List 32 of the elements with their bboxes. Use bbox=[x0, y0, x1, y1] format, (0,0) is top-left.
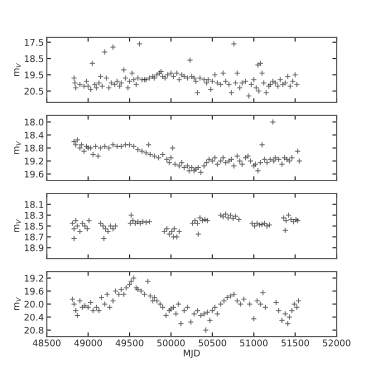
y-axis-title: m$_{V}$ bbox=[14, 141, 21, 154]
y-tick-label: 20.5 bbox=[24, 88, 44, 95]
y-tick-label: 19.6 bbox=[24, 288, 44, 295]
x-tick-label: 49000 bbox=[74, 340, 102, 346]
y-tick-label: 18.3 bbox=[24, 212, 44, 219]
y-tick-label: 19.2 bbox=[24, 274, 44, 282]
x-tick-label: 50500 bbox=[198, 340, 226, 346]
x-tick-label: 49500 bbox=[116, 340, 144, 346]
y-tick-label: 18.8 bbox=[24, 144, 44, 152]
y-tick-label: 17.5 bbox=[24, 39, 44, 46]
x-tick-label: 50000 bbox=[157, 340, 185, 346]
x-axis-title: MJD bbox=[184, 350, 200, 358]
y-tick-label: 18.1 bbox=[24, 201, 44, 208]
y-tick-label: 19.5 bbox=[24, 72, 44, 78]
x-tick-label: 51500 bbox=[282, 340, 309, 346]
y-tick-label: 20.8 bbox=[24, 326, 44, 334]
y-tick-label: 18.4 bbox=[24, 132, 44, 139]
x-tick-label: 52000 bbox=[322, 340, 350, 346]
y-tick-label: 18.9 bbox=[24, 244, 44, 252]
x-tick-label: 48500 bbox=[32, 340, 61, 346]
x-tick-label: 51000 bbox=[240, 340, 268, 346]
y-tick-label: 18.5 bbox=[24, 55, 44, 62]
y-tick-label: 19.6 bbox=[24, 170, 44, 178]
y-tick-label: 20.4 bbox=[24, 314, 44, 321]
y-axis-title: m$_{V}$ bbox=[14, 219, 21, 232]
y-tick-label: 18.7 bbox=[24, 234, 44, 240]
y-tick-label: 20.0 bbox=[24, 300, 44, 308]
y-axis-title: m$_{V}$ bbox=[14, 297, 21, 310]
y-tick-label: 19.2 bbox=[24, 158, 44, 165]
y-tick-label: 18.0 bbox=[24, 118, 44, 126]
y-tick-label: 18.5 bbox=[24, 222, 44, 230]
y-axis-title: m$_{V}$ bbox=[14, 63, 21, 76]
